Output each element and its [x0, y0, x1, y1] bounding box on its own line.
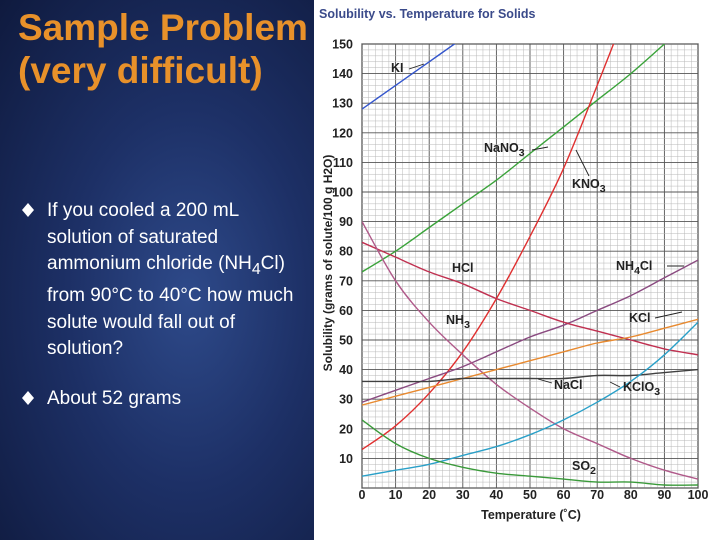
x-tick-label: 0 — [359, 488, 366, 502]
series-line-kno3 — [362, 44, 615, 451]
bullet-question: If you cooled a 200 mL solution of satur… — [22, 198, 307, 363]
y-tick-label: 100 — [332, 186, 353, 200]
label-leader-line — [575, 149, 590, 177]
series-line-so2 — [362, 419, 698, 486]
series-label-so2: SO2 — [572, 459, 596, 477]
y-tick-label: 80 — [339, 245, 353, 259]
chart-series-labels: KI NaNO3 KNO3 HCl NH4Cl NH3 KCl NaCl KClO3 SO2 — [391, 61, 660, 477]
x-tick-label: 20 — [422, 488, 436, 502]
series-line-nh3 — [362, 221, 698, 480]
diamond-bullet-icon — [22, 390, 34, 405]
y-tick-label: 150 — [332, 38, 353, 52]
series-line-kcl — [362, 318, 698, 406]
chart-title: Solubility vs. Temperature for Solids — [319, 7, 536, 21]
series-line-ki — [362, 44, 456, 110]
x-tick-label: 60 — [557, 488, 571, 502]
series-label-kno3: KNO3 — [572, 177, 606, 195]
y-tick-label: 30 — [339, 393, 353, 407]
bullet-question-text-end: Cl) from 90°C to 40°C how much solute wo… — [47, 253, 294, 360]
x-tick-label: 80 — [624, 488, 638, 502]
x-tick-label: 40 — [489, 488, 503, 502]
series-label-nacl: NaCl — [554, 378, 582, 392]
label-leader-line — [654, 311, 683, 319]
label-leader-line — [609, 381, 621, 388]
solubility-chart: Solubility vs. Temperature for Solids 0 1… — [319, 7, 708, 522]
y-tick-label: 130 — [332, 97, 353, 111]
series-label-nh4cl: NH4Cl — [616, 259, 652, 277]
y-tick-label: 40 — [339, 363, 353, 377]
series-line-kclo3 — [362, 321, 698, 477]
label-leader-line — [531, 146, 549, 151]
chart-grid — [361, 43, 699, 489]
x-tick-label: 10 — [389, 488, 403, 502]
x-tick-label: 100 — [688, 488, 709, 502]
y-tick-label: 50 — [339, 334, 353, 348]
bullet-answer-text: About 52 grams — [47, 387, 182, 409]
bullet-question-text: If you cooled a 200 mL solution of satur… — [47, 200, 252, 274]
y-tick-label: 10 — [339, 452, 353, 466]
x-tick-label: 30 — [456, 488, 470, 502]
y-tick-label: 90 — [339, 215, 353, 229]
bullet-answer: About 52 grams — [22, 386, 307, 413]
y-tick-label: 20 — [339, 422, 353, 436]
chart-y-axis-label: Solubility (grams of solute/100 g H2O) — [321, 155, 335, 372]
series-label-hcl: HCl — [452, 261, 474, 275]
y-tick-label: 110 — [333, 156, 353, 170]
series-label-nh3: NH3 — [446, 313, 470, 331]
series-line-hcl — [362, 241, 698, 356]
x-tick-label: 90 — [657, 488, 671, 502]
series-label-nano3: NaNO3 — [484, 141, 525, 159]
series-label-ki: KI — [391, 61, 404, 75]
series-label-kcl: KCl — [629, 311, 651, 325]
y-tick-label: 60 — [339, 304, 353, 318]
solubility-chart-panel: Solubility vs. Temperature for Solids 0 1… — [314, 0, 720, 540]
chart-series — [362, 44, 698, 486]
chart-label-leaders — [408, 63, 684, 388]
chart-x-axis-label: Temperature (˚C) — [481, 508, 581, 522]
chart-ticks: 0 10 20 30 40 50 60 70 80 90 100 10 20 30 40 50 60 70 80 90… — [332, 38, 708, 503]
x-tick-label: 70 — [590, 488, 604, 502]
label-leader-line — [408, 63, 425, 70]
bullet-question-subscript: 4 — [251, 260, 261, 278]
bullet-list: If you cooled a 200 mL solution of satur… — [22, 198, 307, 412]
y-tick-label: 140 — [332, 67, 353, 81]
series-label-kclo3: KClO3 — [623, 380, 660, 398]
label-leader-line — [537, 378, 553, 384]
series-line-nano3 — [362, 44, 666, 273]
slide-title: Sample Problem (very difficult) — [18, 7, 308, 91]
x-tick-label: 50 — [523, 488, 537, 502]
y-tick-label: 120 — [332, 126, 353, 140]
y-tick-label: 70 — [339, 274, 353, 288]
slide-text-panel: Sample Problem (very difficult) If you c… — [0, 0, 314, 540]
diamond-bullet-icon — [22, 203, 34, 217]
